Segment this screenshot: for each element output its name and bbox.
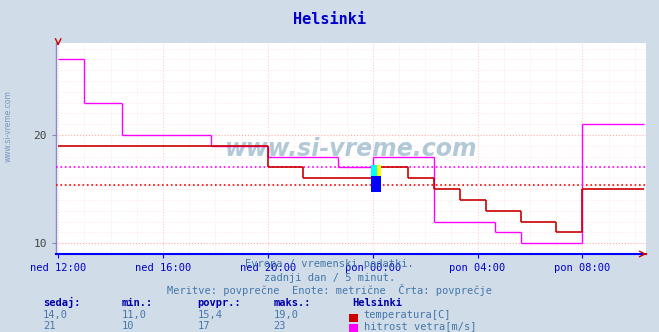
Text: www.si-vreme.com: www.si-vreme.com [225, 136, 477, 161]
Text: 17: 17 [198, 321, 210, 331]
Text: 15,4: 15,4 [198, 310, 223, 320]
Bar [371, 165, 377, 176]
Text: Helsinki: Helsinki [353, 298, 403, 308]
Text: povpr.:: povpr.: [198, 298, 241, 308]
Text: 19,0: 19,0 [273, 310, 299, 320]
Text: Helsinki: Helsinki [293, 12, 366, 27]
Text: 11,0: 11,0 [122, 310, 147, 320]
Text: sedaj:: sedaj: [43, 297, 80, 308]
Text: maks.:: maks.: [273, 298, 311, 308]
Text: 23: 23 [273, 321, 286, 331]
Text: hitrost vetra[m/s]: hitrost vetra[m/s] [364, 321, 476, 331]
Bar [377, 165, 381, 176]
Text: temperatura[C]: temperatura[C] [364, 310, 451, 320]
Text: 10: 10 [122, 321, 134, 331]
Text: Evropa / vremenski podatki.: Evropa / vremenski podatki. [245, 259, 414, 269]
Text: 14,0: 14,0 [43, 310, 68, 320]
Text: www.si-vreme.com: www.si-vreme.com [3, 90, 13, 162]
Text: Meritve: povprečne  Enote: metrične  Črta: povprečje: Meritve: povprečne Enote: metrične Črta:… [167, 284, 492, 296]
Text: min.:: min.: [122, 298, 153, 308]
Text: 21: 21 [43, 321, 55, 331]
Text: zadnji dan / 5 minut.: zadnji dan / 5 minut. [264, 273, 395, 283]
Bar [371, 176, 381, 192]
